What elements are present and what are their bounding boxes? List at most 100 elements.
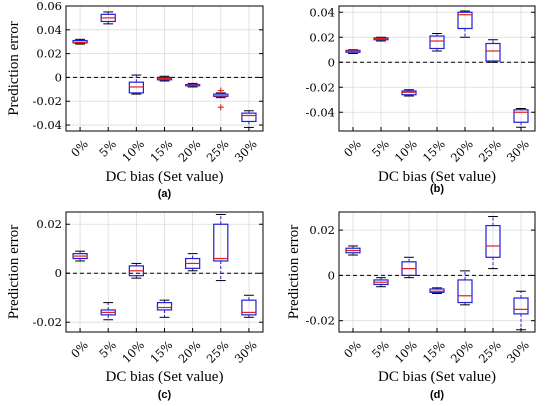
box-15pct xyxy=(156,299,173,318)
x-axis-label: DC bias (Set value) xyxy=(378,369,496,385)
x-tick-label: 10% xyxy=(119,137,147,165)
y-tick-label: -0.04 xyxy=(33,118,63,132)
y-axis-label: Prediction error xyxy=(286,225,302,320)
box-iqr xyxy=(401,90,417,96)
box-iqr xyxy=(156,302,173,311)
panel-label: (d) xyxy=(430,389,444,401)
y-tick-label: 0 xyxy=(55,70,62,84)
y-tick-label: 0.02 xyxy=(36,217,62,231)
y-tick-label: -0.02 xyxy=(306,314,336,328)
box-25pct xyxy=(213,213,229,282)
x-tick-label: 0% xyxy=(341,338,364,361)
box-0pct xyxy=(72,250,88,262)
box-25pct xyxy=(213,87,229,111)
box-30pct xyxy=(241,110,257,128)
x-tick-label: 0% xyxy=(68,338,91,361)
box-20pct xyxy=(457,270,473,306)
x-tick-label: 5% xyxy=(369,338,392,361)
x-tick-label: 25% xyxy=(476,338,504,366)
y-tick-label: -0.04 xyxy=(306,105,336,119)
box-iqr xyxy=(241,112,257,123)
x-tick-label: 10% xyxy=(392,137,420,165)
x-tick-label: 25% xyxy=(476,137,504,165)
y-axis-label: Prediction error xyxy=(6,225,22,320)
x-tick-label: 5% xyxy=(96,338,119,361)
y-tick-label: -0.02 xyxy=(306,80,336,94)
x-tick-label: 25% xyxy=(204,137,232,165)
y-tick-label: 0.04 xyxy=(309,5,335,19)
box-25pct xyxy=(485,216,501,270)
x-tick-label: 30% xyxy=(232,137,260,165)
y-tick-label: -0.02 xyxy=(33,94,63,108)
x-tick-label: 5% xyxy=(96,137,119,160)
panel-3: -0.02 0 0.02 0% 5% 10% 15% 20% 25% 30% DC bias (Se… xyxy=(6,211,264,401)
box-20pct xyxy=(185,253,201,272)
box-iqr xyxy=(485,224,501,258)
x-tick-label: 10% xyxy=(119,338,147,366)
x-tick-label: 20% xyxy=(448,137,476,165)
x-tick-label: 5% xyxy=(369,137,392,160)
box-10pct xyxy=(128,262,144,279)
y-tick-label: 0.04 xyxy=(36,23,62,37)
y-tick-label: -0.02 xyxy=(33,315,63,329)
y-tick-label: 0.06 xyxy=(36,0,62,13)
box-iqr xyxy=(457,279,473,304)
box-5pct xyxy=(100,11,116,25)
y-tick-label: 0.02 xyxy=(309,223,335,237)
box-15pct xyxy=(429,33,445,52)
x-tick-label: 20% xyxy=(448,338,476,366)
box-0pct xyxy=(345,49,361,54)
box-5pct xyxy=(100,302,116,321)
panel-4: -0.02 0 0.02 0% 5% 10% 15% 20% 25% 30% DC bias (Se… xyxy=(286,211,536,401)
box-15pct xyxy=(156,75,173,82)
y-tick-label: 0.02 xyxy=(36,47,62,61)
box-iqr xyxy=(241,299,257,316)
panel-1: -0.04 -0.02 0 0.02 0.04 0.06 0% 5% 10% 15% 20% 25% 3… xyxy=(6,0,264,200)
x-tick-label: 15% xyxy=(147,338,175,366)
box-25pct xyxy=(485,39,501,63)
box-10pct xyxy=(128,74,144,95)
box-iqr xyxy=(457,11,473,30)
x-tick-label: 0% xyxy=(341,137,364,160)
box-iqr xyxy=(513,109,529,123)
box-10pct xyxy=(401,89,417,97)
x-tick-label: 15% xyxy=(420,137,448,165)
box-0pct xyxy=(345,245,361,256)
box-iqr xyxy=(485,42,501,62)
box-0pct xyxy=(72,38,88,45)
box-15pct xyxy=(429,287,445,295)
x-tick-label: 30% xyxy=(504,338,532,366)
x-tick-label: 10% xyxy=(392,338,420,366)
x-tick-label: 30% xyxy=(232,338,260,366)
outlier-point xyxy=(217,87,224,94)
x-axis-label: DC bias (Set value) xyxy=(106,169,224,185)
box-10pct xyxy=(401,256,417,279)
box-5pct xyxy=(373,277,389,288)
x-axis-label: DC bias (Set value) xyxy=(378,169,496,185)
x-tick-label: 15% xyxy=(147,137,175,165)
box-iqr xyxy=(429,35,445,50)
box-30pct xyxy=(513,290,529,331)
panel-label: (b) xyxy=(430,183,444,195)
box-iqr xyxy=(213,223,229,262)
outlier-point xyxy=(217,104,224,111)
y-tick-label: 0.02 xyxy=(309,30,335,44)
x-tick-label: 30% xyxy=(504,137,532,165)
x-tick-label: 20% xyxy=(175,137,203,165)
y-tick-label: 0 xyxy=(328,268,335,282)
x-axis-label: DC bias (Set value) xyxy=(106,369,224,385)
panel-label: (c) xyxy=(158,389,172,401)
box-30pct xyxy=(241,294,257,318)
box-5pct xyxy=(373,36,389,42)
y-axis-label: Prediction error xyxy=(6,21,22,116)
panel-2: -0.04 -0.02 0 0.02 0.04 0% 5% 10% 15% 20% 25% 30% DC… xyxy=(306,5,536,195)
box-20pct xyxy=(457,10,473,38)
panel-label: (a) xyxy=(158,188,172,200)
box-20pct xyxy=(185,82,201,88)
x-tick-label: 20% xyxy=(175,338,203,366)
y-tick-label: 0 xyxy=(328,55,335,69)
x-tick-label: 25% xyxy=(204,338,232,366)
y-tick-label: 0 xyxy=(55,266,62,280)
x-tick-label: 0% xyxy=(68,137,91,160)
